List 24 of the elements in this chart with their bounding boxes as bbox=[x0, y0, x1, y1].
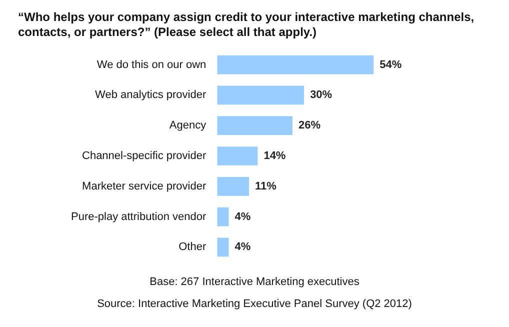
y-tick-label: Channel-specific provider bbox=[82, 150, 206, 162]
y-tick-label: Agency bbox=[169, 120, 207, 132]
bar bbox=[217, 146, 258, 166]
chart-title: “Who helps your company assign credit to your interactive marketing channels, contacts, or partners?” (Please select all that apply.) bbox=[17, 9, 476, 40]
bar bbox=[217, 116, 292, 136]
data-label: 30% bbox=[310, 89, 332, 102]
data-label: 4% bbox=[234, 210, 251, 223]
bar bbox=[217, 207, 229, 226]
data-label: 14% bbox=[264, 150, 286, 162]
y-tick-label: Web analytics provider bbox=[95, 89, 206, 102]
bar bbox=[217, 55, 374, 74]
y-tick-label: Pure-play attribution vendor bbox=[70, 210, 206, 223]
text: Base: 267 Interactive Marketing executives bbox=[148, 276, 360, 288]
y-tick-label: We do this on our own bbox=[96, 58, 206, 71]
data-label: 4% bbox=[234, 241, 251, 254]
bar bbox=[217, 238, 229, 257]
y-tick-label: Other bbox=[178, 241, 206, 254]
y-tick-label: Marketer service provider bbox=[82, 180, 206, 192]
data-label: 54% bbox=[380, 58, 402, 71]
source-note: Source: Interactive Marketing Executive Panel Survey (Q2 2012) bbox=[96, 298, 413, 310]
data-label: 26% bbox=[298, 120, 321, 132]
bar bbox=[217, 176, 250, 196]
data-label: 11% bbox=[255, 180, 277, 192]
bar bbox=[217, 86, 304, 105]
